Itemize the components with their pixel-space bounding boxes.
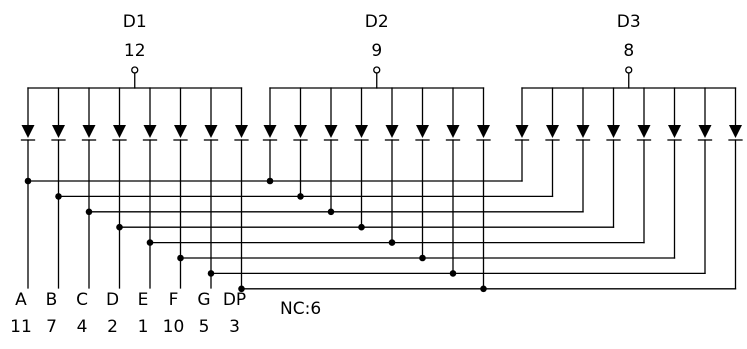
diode-symbol <box>263 125 277 138</box>
diode-symbol <box>113 125 126 138</box>
junction-dot <box>419 254 426 262</box>
diode-symbol <box>515 125 529 138</box>
common-terminal <box>625 66 633 74</box>
diode-symbol <box>477 125 490 138</box>
junction-dot <box>388 239 396 246</box>
junction-dots <box>24 177 487 293</box>
segment-name-label: B <box>46 290 58 310</box>
diode-symbol <box>546 125 559 138</box>
segment-pin-label: 11 <box>10 317 32 337</box>
segment-pin-label: 2 <box>107 317 118 337</box>
junction-dot <box>449 270 457 277</box>
junction-dot <box>358 223 365 231</box>
segment-name-label: C <box>76 290 88 310</box>
segment-name-label: DP <box>223 290 246 310</box>
segment-pin-label: 10 <box>163 317 185 337</box>
segment-pin-label: 7 <box>46 317 57 337</box>
junction-dot <box>177 254 184 262</box>
diode-symbol <box>385 125 399 138</box>
diode-symbol <box>446 125 460 138</box>
junction-dot <box>207 270 215 277</box>
segment-name-label: F <box>169 290 179 310</box>
diode-symbol <box>576 125 590 138</box>
diode-symbol <box>294 125 307 138</box>
segment-pin-label: 5 <box>199 317 210 337</box>
diode-symbol <box>204 125 218 138</box>
diode-symbol <box>416 125 429 138</box>
diode-symbol <box>52 125 65 138</box>
diode-symbol <box>637 125 651 138</box>
junction-dot <box>55 193 62 200</box>
digit-name-label: D1 <box>123 12 147 32</box>
digit-pin-label: 8 <box>623 41 634 61</box>
junction-dot <box>238 285 245 293</box>
digit-name-label: D2 <box>365 12 389 32</box>
diode-symbol <box>324 125 338 138</box>
segment-pin-label: 3 <box>229 317 240 337</box>
diode-symbol <box>355 125 368 138</box>
diode-symbol <box>698 125 712 138</box>
segment-name-label: D <box>106 290 119 310</box>
common-terminal <box>131 66 139 74</box>
segment-name-label: E <box>138 290 149 310</box>
segment-name-label: G <box>197 290 210 310</box>
junction-dot <box>266 177 274 185</box>
diode-symbol <box>82 125 96 138</box>
diode-symbol <box>143 125 157 138</box>
junction-dot <box>297 193 304 200</box>
junction-dot <box>24 177 32 185</box>
junction-dot <box>480 285 487 293</box>
digit-name-label: D3 <box>617 12 641 32</box>
nc-label: NC:6 <box>280 299 321 319</box>
segment-diodes <box>20 125 743 141</box>
junction-dot <box>327 208 335 216</box>
segment-pin-label: 4 <box>77 317 88 337</box>
diode-symbol <box>729 125 742 138</box>
junction-dot <box>146 239 154 246</box>
digit-pin-label: 12 <box>124 41 146 61</box>
digit-pin-label: 9 <box>371 41 382 61</box>
segment-name-label: A <box>15 290 27 310</box>
segment-pin-label: 1 <box>138 317 149 337</box>
diode-symbol <box>607 125 620 138</box>
diode-symbol <box>174 125 187 138</box>
common-terminal <box>373 66 381 74</box>
wiring <box>27 66 737 290</box>
junction-dot <box>85 208 93 216</box>
junction-dot <box>116 223 123 231</box>
diode-symbol <box>668 125 681 138</box>
diode-symbol <box>21 125 35 138</box>
diode-symbol <box>235 125 248 138</box>
